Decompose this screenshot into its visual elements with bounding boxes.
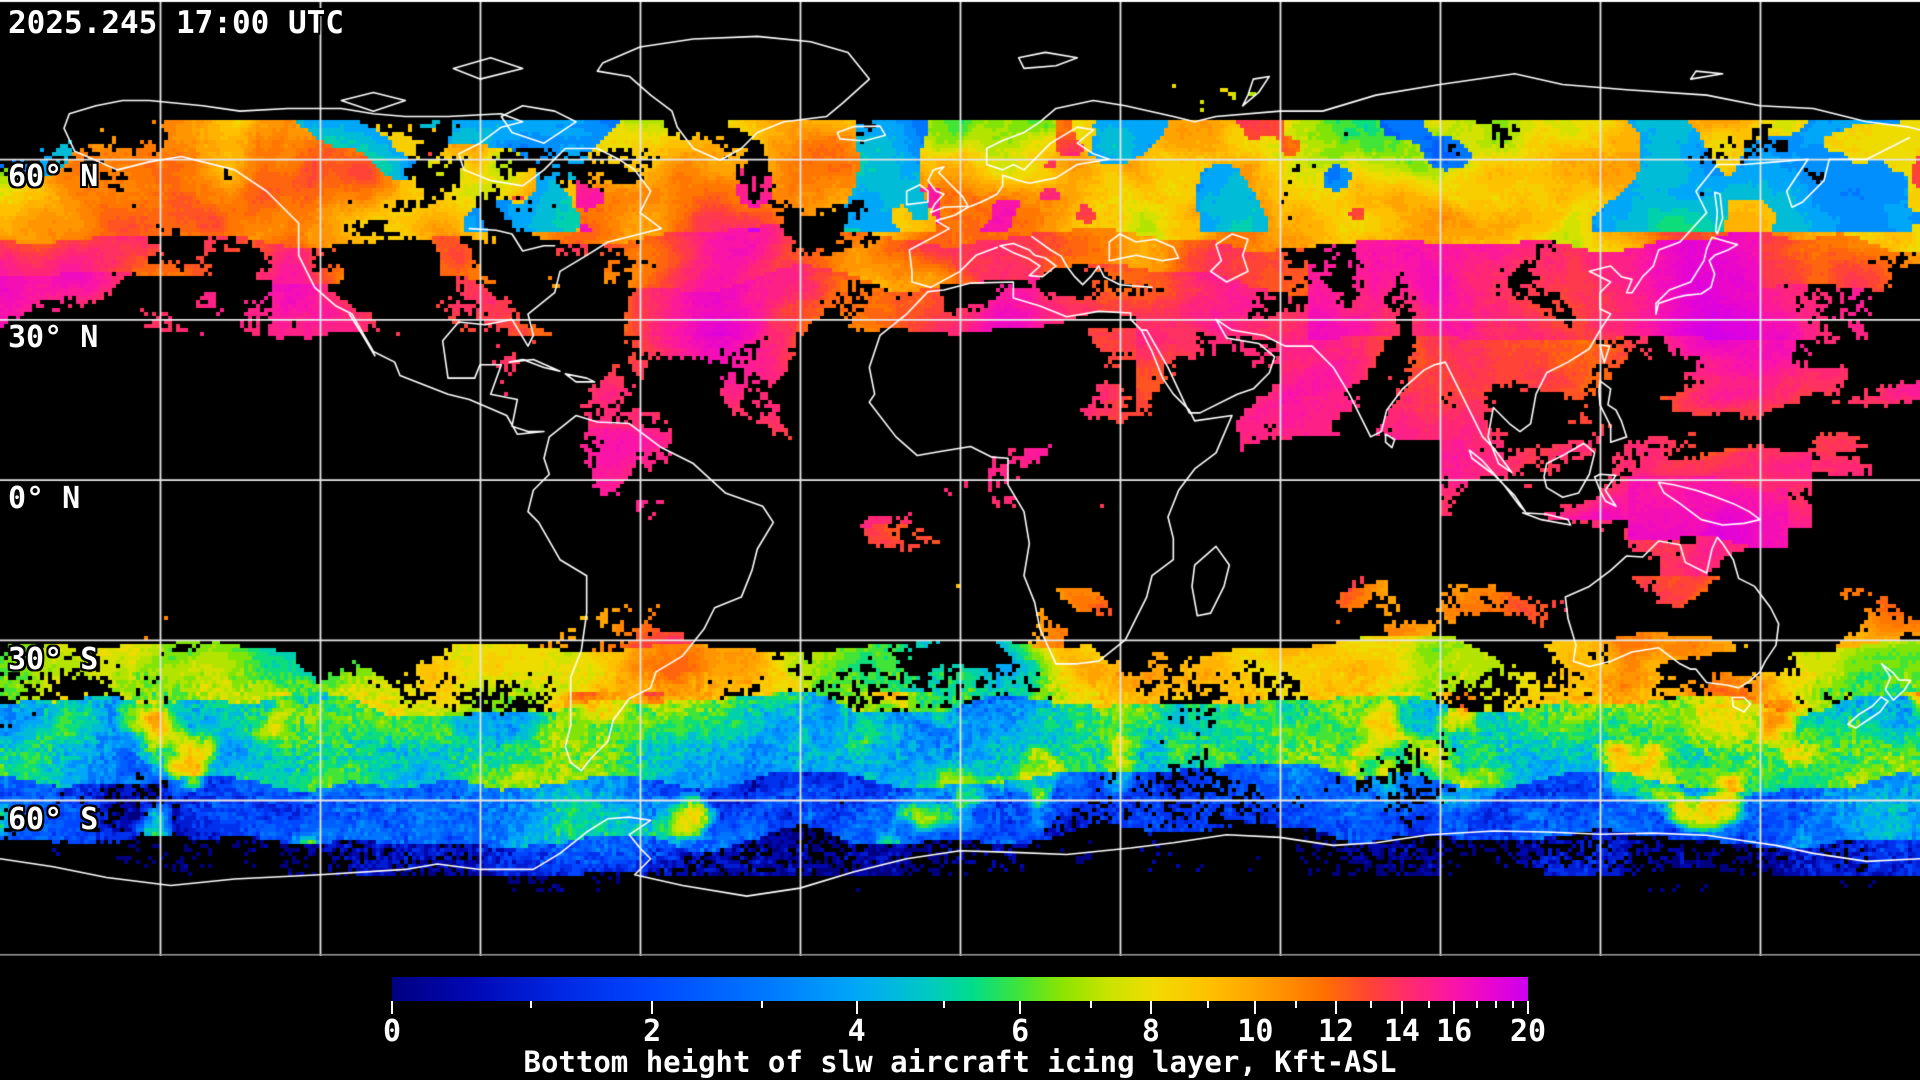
colorbar-tick-8 <box>1149 1001 1152 1014</box>
colorbar-tick-14 <box>1400 1001 1403 1014</box>
colorbar-tick-3 <box>761 1001 764 1008</box>
lat-label-2: 0° N <box>8 481 81 516</box>
colorbar-tick-label-10: 10 <box>1237 1014 1274 1049</box>
colorbar-tick-6 <box>1019 1001 1022 1014</box>
colorbar-tick-18 <box>1495 1001 1498 1008</box>
colorbar-tick-label-8: 8 <box>1141 1014 1160 1049</box>
colorbar-tick-2 <box>651 1001 654 1014</box>
lat-label-1: 30° N <box>8 320 99 355</box>
colorbar <box>392 977 1528 1001</box>
colorbar-tick-12 <box>1335 1001 1338 1014</box>
colorbar-section: 0 2 4 6 8 10 12 14 16 20 Bottom height of slw air… <box>0 956 1920 1080</box>
colorbar-tick-4 <box>855 1001 858 1014</box>
colorbar-tick-11 <box>1295 1001 1298 1008</box>
colorbar-tick-label-14: 14 <box>1383 1014 1420 1049</box>
colorbar-tick-9 <box>1206 1001 1209 1008</box>
timestamp: 2025.245 17:00 UTC <box>8 5 344 41</box>
colorbar-tick-15 <box>1428 1001 1431 1008</box>
colorbar-tick-label-2: 2 <box>643 1014 662 1049</box>
colorbar-tick-19 <box>1512 1001 1515 1008</box>
colorbar-tick-17 <box>1475 1001 1478 1008</box>
colorbar-tick-13 <box>1370 1001 1373 1008</box>
lat-label-4: 60° S <box>8 802 99 837</box>
colorbar-tick-label-4: 4 <box>847 1014 866 1049</box>
world-map: 2025.245 17:00 UTC 60° N 30° N 0° N 30° S 60… <box>0 0 1920 956</box>
colorbar-tick-0 <box>391 1001 393 1014</box>
colorbar-tick-label-20: 20 <box>1509 1014 1547 1049</box>
colorbar-tick-20 <box>1527 1001 1529 1014</box>
lat-label-0: 60° N <box>8 159 99 194</box>
colorbar-tick-16 <box>1453 1001 1456 1014</box>
lat-label-3: 30° S <box>8 642 99 677</box>
colorbar-tick-5 <box>943 1001 946 1008</box>
map-canvas <box>0 0 1920 956</box>
colorbar-tick-7 <box>1089 1001 1092 1008</box>
colorbar-tick-10 <box>1254 1001 1257 1014</box>
colorbar-tick-label-6: 6 <box>1011 1014 1030 1049</box>
colorbar-tick-label-0: 0 <box>382 1014 402 1049</box>
colorbar-tick-label-16: 16 <box>1436 1014 1473 1049</box>
colorbar-tick-1 <box>529 1001 532 1008</box>
colorbar-tick-label-12: 12 <box>1317 1014 1355 1049</box>
colorbar-caption: Bottom height of slw aircraft icing laye… <box>523 1045 1397 1079</box>
